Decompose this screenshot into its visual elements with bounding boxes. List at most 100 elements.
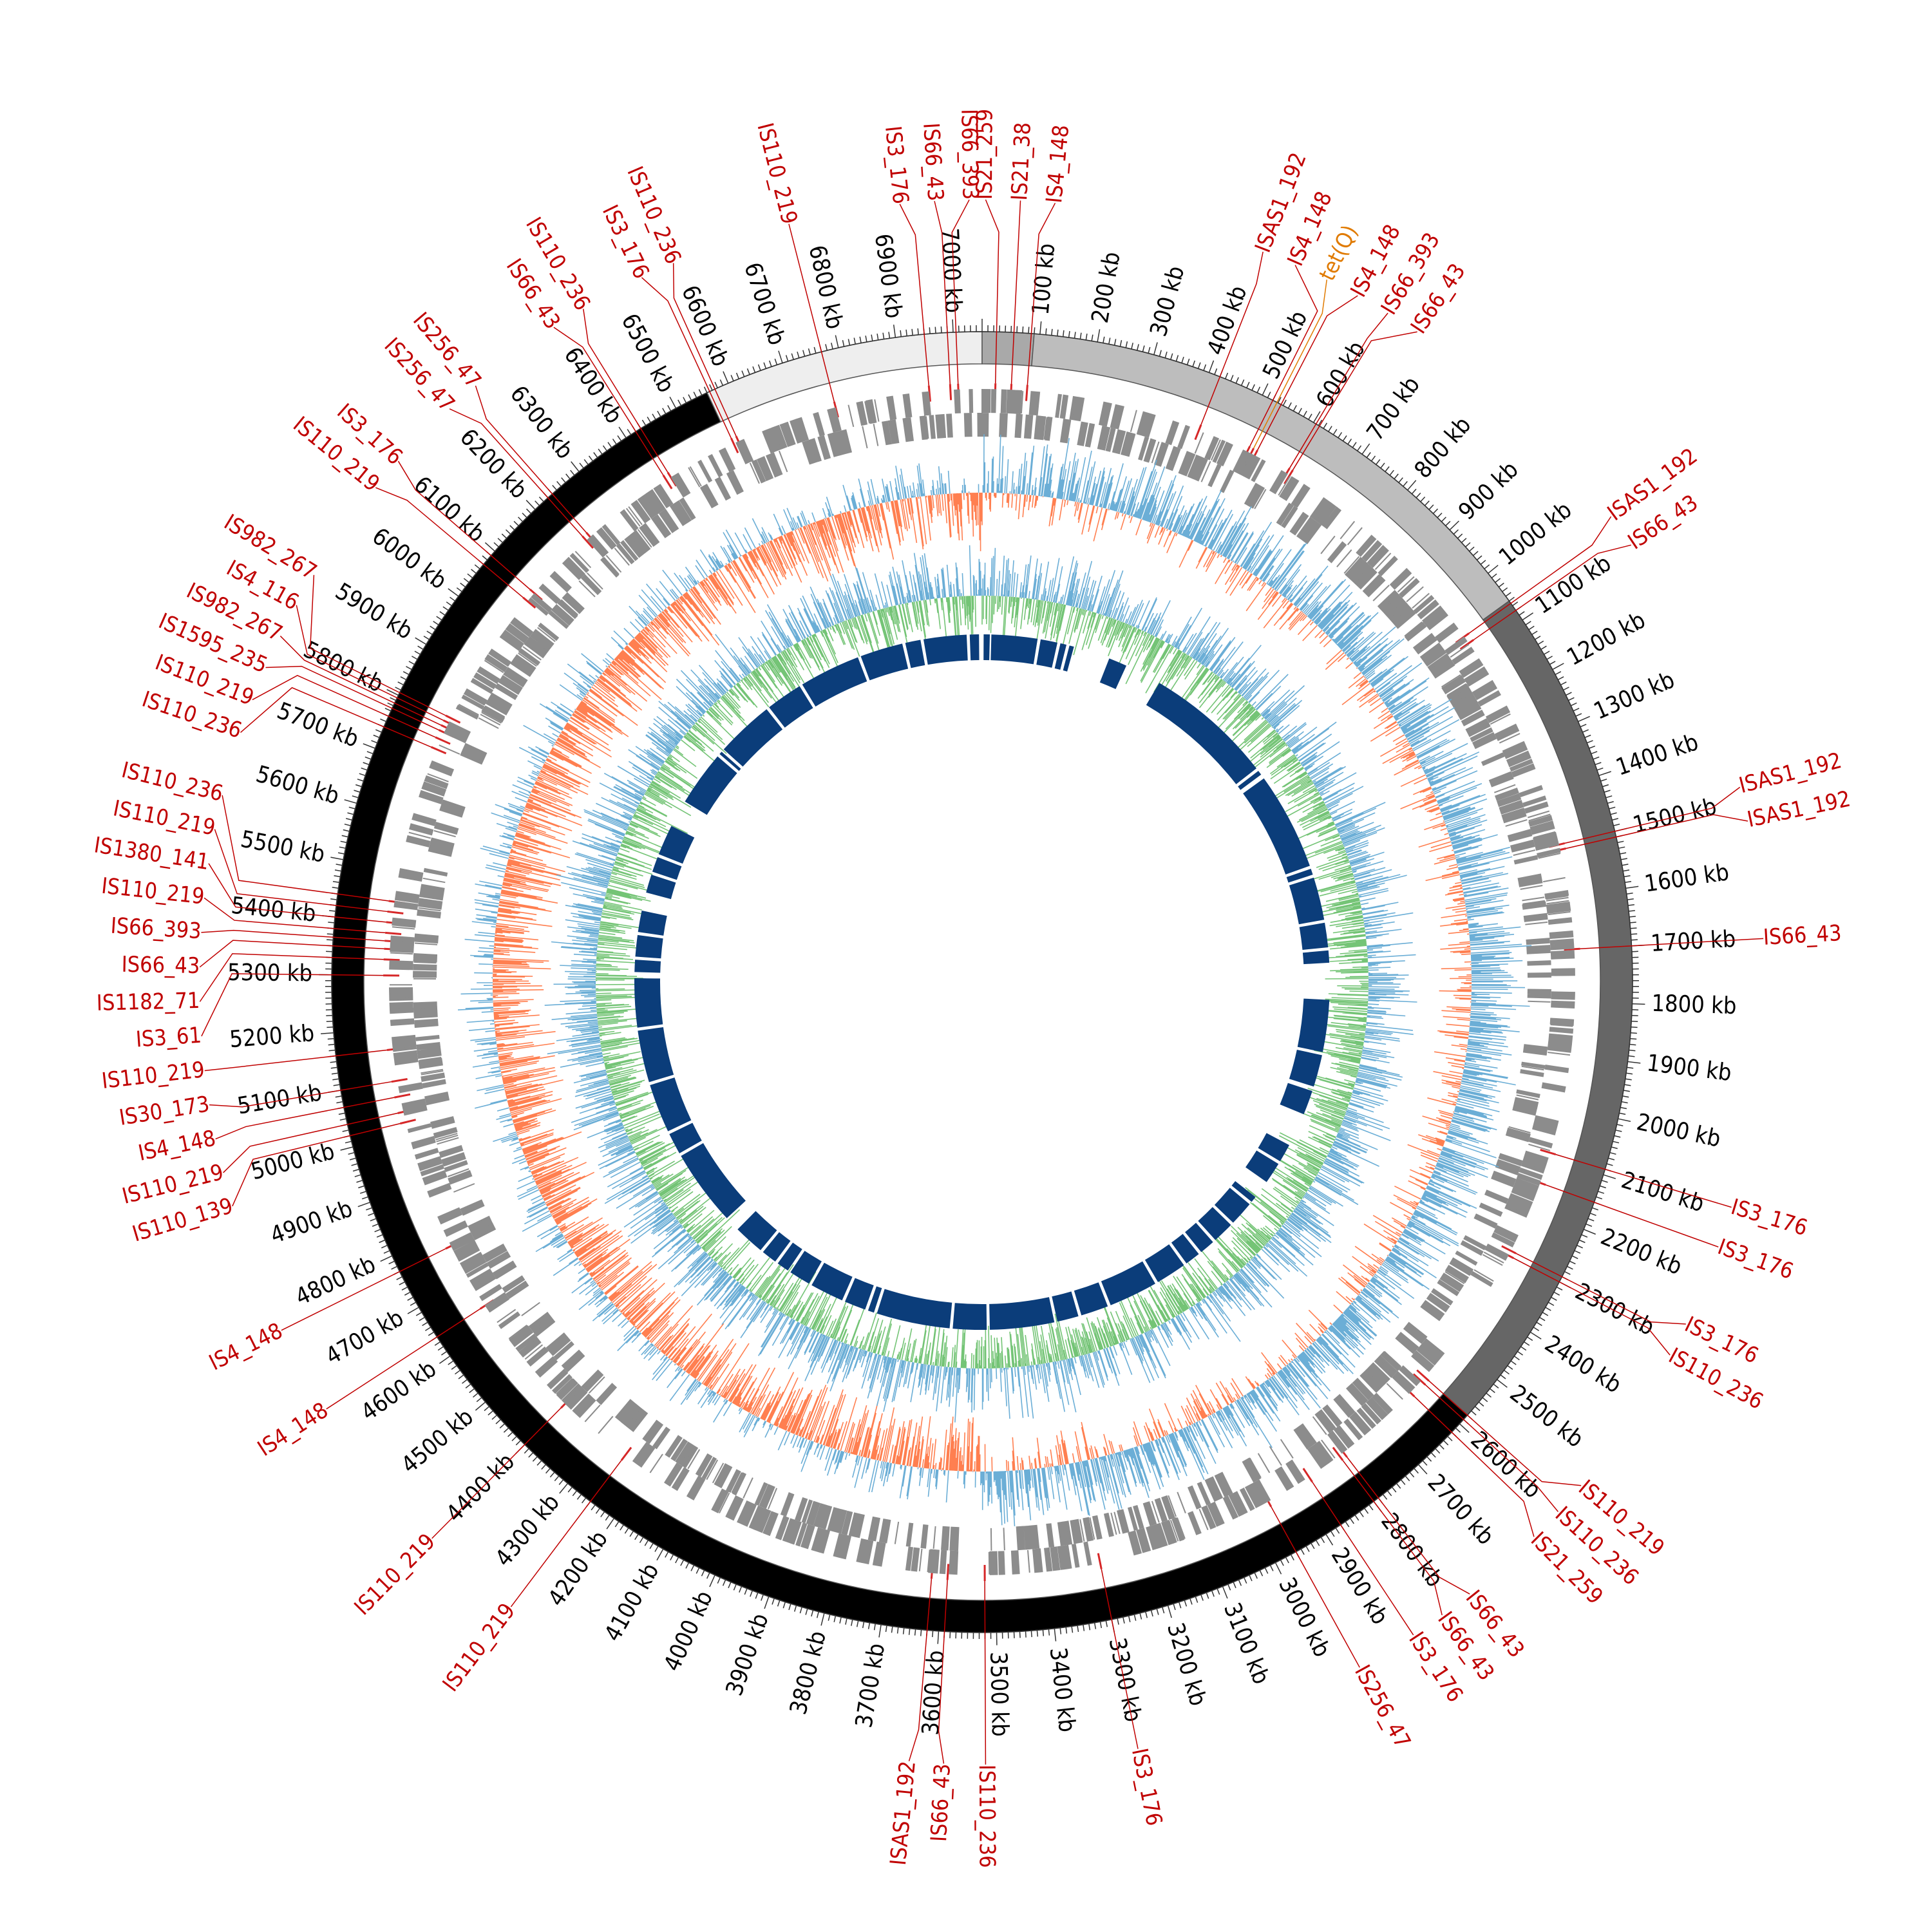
tick-label: 1800 kb [1651,990,1737,1019]
gc-content-negative [595,595,1369,1369]
is-mark [385,931,402,935]
is-mark [620,1446,632,1461]
is-mark [662,474,673,489]
annotation-leader [672,263,737,437]
genomic-island-block [1297,998,1330,1052]
genomic-island-block [1063,645,1074,672]
annotation-leader [279,636,442,726]
is-annotation-label: IS66_43 [918,122,948,202]
is-mark [927,385,931,402]
genomic-island-block [1052,1291,1079,1322]
annotation-leader [240,687,431,748]
is-mark [399,1119,416,1125]
annotation-leader [209,1081,392,1108]
annotation-leader [1515,1253,1686,1325]
is-annotation-label: IS66_43 [121,952,200,979]
genomic-island-block [1238,770,1262,790]
genomic-island-block [652,857,682,880]
genomic-island-block [1289,1050,1322,1087]
annotation-leader [208,863,386,923]
genomic-island-block [681,1143,746,1218]
annotation-leader [222,795,389,902]
genomic-island-block [1286,869,1313,883]
annotation-leader [1027,202,1056,385]
is-annotation-label: IS1182_71 [96,988,200,1016]
genomic-island-track [634,634,1330,1330]
genomic-island-block [1144,1244,1184,1282]
genomic-island-block [658,826,695,864]
annotation-leader [985,199,999,384]
is-mark [582,535,594,549]
genomic-island-block [737,1211,777,1251]
annotation-leader [641,277,732,439]
annotation-leader [1346,1457,1470,1595]
genomic-island-block [1231,1180,1256,1202]
genomic-island-block [802,657,867,707]
is-annotation-label: IS21_259 [972,109,998,200]
annotation-leader [899,204,929,386]
annotation-leader [223,1112,398,1173]
annotation-leader [1010,200,1021,384]
annotation-leader [934,201,951,384]
genomic-island-block [905,639,925,668]
genomic-island-block [1146,683,1257,784]
genomic-island-block [1245,1150,1279,1182]
tick-label: 100 kb [1028,242,1061,316]
annotation-leader [281,1248,446,1331]
annotation-leader [1200,251,1264,425]
annotation-leader [1555,1153,1732,1208]
annotation-leader [1249,265,1318,447]
annotation-leader [938,1580,948,1764]
is-mark [387,910,404,914]
is-annotation-label: IS21_38 [1007,122,1036,201]
annotation-leader [1289,312,1388,469]
annotation-leader [296,605,444,721]
annotation-leader [201,973,384,1037]
annotation-leader [252,674,436,738]
tick-label: 5200 kb [229,1020,316,1053]
genomic-island-block [1101,1261,1155,1305]
annotation-leader [1311,1481,1414,1636]
genomic-island-block [638,910,667,936]
genomic-island-block [989,1297,1055,1330]
annotation-leader [1564,786,1741,844]
genomic-island-block [634,960,661,973]
genomic-island-block [1054,643,1067,670]
annotation-leader [1513,1257,1671,1356]
annotation-leader [1256,295,1358,451]
is-mark [1412,1373,1426,1386]
genomic-island-block [635,934,663,959]
gc-skew-track [457,434,1532,1526]
annotation-leader [265,665,439,731]
genomic-island-block [723,709,783,767]
is-mark [1097,1553,1103,1569]
annotation-leader [1545,1184,1719,1248]
is-annotation-label: IS110_236 [974,1765,1000,1868]
is-mark [1332,1446,1344,1461]
annotation-leader [1566,814,1748,849]
annotation-leader [1101,1569,1139,1749]
genomic-island-block [1299,922,1329,950]
is-mark [1302,1468,1313,1482]
genomic-island-block [669,1122,702,1153]
annotation-leader [510,1460,622,1607]
genomic-island-block [1289,877,1325,925]
gene-track-forward [388,388,1575,1575]
genomic-island-block [952,1303,987,1330]
is-mark [949,384,952,401]
is-mark [435,736,451,745]
is-annotation-label: IS3_61 [135,1023,203,1053]
gene-track-reverse [412,412,1552,1551]
is-mark [1416,1369,1430,1382]
annotation-leader [199,953,384,1002]
genomic-island-block [1214,1188,1250,1223]
tick-label: 5300 kb [227,960,312,987]
is-mark [522,596,536,609]
genomic-island-block [1280,1083,1312,1115]
is-mark [730,437,739,453]
is-annotation-label: IS66_393 [956,109,983,200]
is-mark [394,1093,411,1099]
annotation-leader [199,940,384,968]
is-mark [1540,1148,1557,1156]
genomic-island-block [769,686,813,728]
